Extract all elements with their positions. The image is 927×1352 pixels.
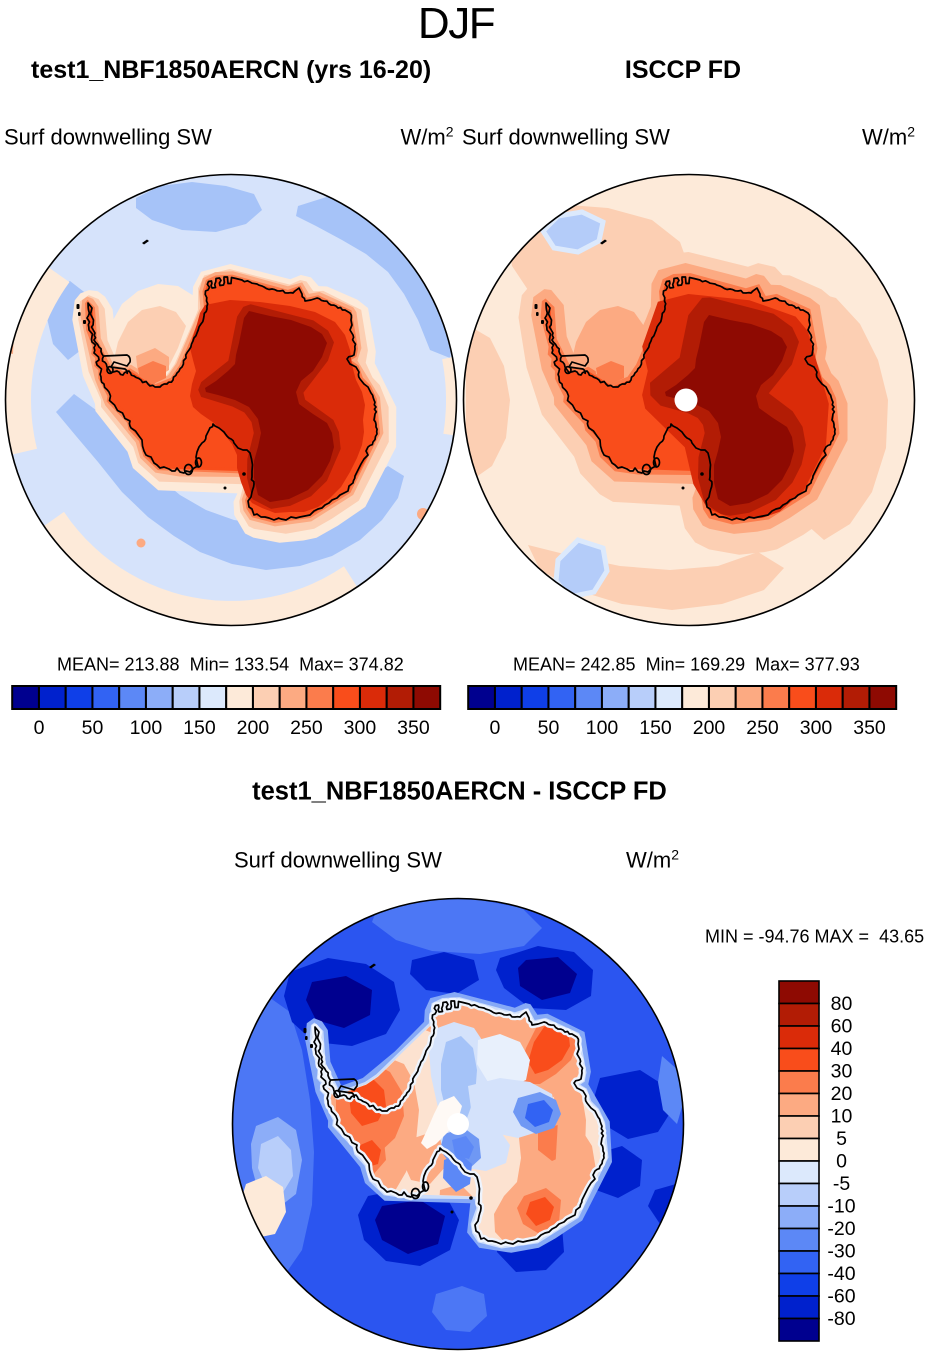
svg-text:100: 100	[586, 717, 619, 739]
svg-text:MIN = -94.76 MAX = 43.65: MIN = -94.76 MAX = 43.65	[705, 926, 924, 946]
svg-text:W/m2: W/m2	[862, 124, 915, 150]
svg-text:ISCCP FD: ISCCP FD	[625, 56, 741, 84]
svg-text:30: 30	[831, 1061, 853, 1083]
svg-text:-80: -80	[827, 1308, 855, 1330]
svg-text:Surf downwelling SW: Surf downwelling SW	[234, 848, 442, 873]
svg-text:MEAN= 242.85 Min= 169.29 Max: MEAN= 242.85 Min= 169.29 Max= 377.93	[513, 655, 860, 675]
svg-text:Surf downwelling SW: Surf downwelling SW	[462, 125, 670, 150]
svg-text:50: 50	[82, 717, 104, 739]
svg-text:-5: -5	[833, 1173, 850, 1195]
svg-text:DJF: DJF	[418, 0, 495, 48]
svg-text:-40: -40	[827, 1263, 855, 1285]
svg-text:-10: -10	[827, 1196, 855, 1218]
svg-text:test1_NBF1850AERCN - ISCCP FD: test1_NBF1850AERCN - ISCCP FD	[252, 778, 667, 806]
svg-text:test1_NBF1850AERCN (yrs 16-20): test1_NBF1850AERCN (yrs 16-20)	[31, 56, 431, 84]
svg-text:W/m2: W/m2	[626, 847, 679, 873]
svg-text:350: 350	[853, 717, 886, 739]
svg-text:MEAN= 213.88 Min= 133.54 Max: MEAN= 213.88 Min= 133.54 Max= 374.82	[57, 655, 404, 675]
svg-text:-20: -20	[827, 1218, 855, 1240]
svg-text:-60: -60	[827, 1286, 855, 1308]
svg-text:300: 300	[800, 717, 833, 739]
svg-text:W/m2: W/m2	[401, 124, 454, 150]
svg-text:200: 200	[237, 717, 270, 739]
svg-text:0: 0	[836, 1151, 847, 1173]
svg-text:250: 250	[290, 717, 323, 739]
svg-text:350: 350	[397, 717, 430, 739]
svg-text:250: 250	[746, 717, 779, 739]
svg-text:60: 60	[831, 1016, 853, 1038]
svg-text:Surf downwelling SW: Surf downwelling SW	[4, 125, 212, 150]
svg-text:80: 80	[831, 993, 853, 1015]
svg-text:10: 10	[831, 1106, 853, 1128]
svg-text:150: 150	[183, 717, 216, 739]
svg-text:100: 100	[130, 717, 163, 739]
svg-text:300: 300	[344, 717, 377, 739]
svg-text:40: 40	[831, 1038, 853, 1060]
svg-text:20: 20	[831, 1083, 853, 1105]
svg-text:50: 50	[538, 717, 560, 739]
svg-text:0: 0	[489, 717, 500, 739]
svg-text:-30: -30	[827, 1241, 855, 1263]
svg-text:5: 5	[836, 1128, 847, 1150]
svg-text:150: 150	[639, 717, 672, 739]
svg-text:200: 200	[693, 717, 726, 739]
svg-text:0: 0	[34, 717, 45, 739]
